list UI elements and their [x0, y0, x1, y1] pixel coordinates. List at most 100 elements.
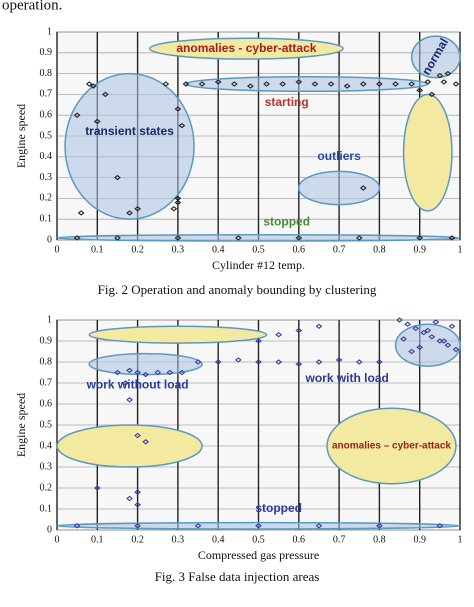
data-point	[114, 235, 121, 241]
data-point	[295, 79, 303, 85]
y-tick-label: 1	[47, 26, 52, 37]
data-point	[444, 70, 452, 77]
data-point	[134, 432, 141, 439]
data-point	[174, 106, 182, 112]
data-point	[279, 81, 287, 87]
x-tick-label: 0.8	[373, 244, 386, 255]
data-point	[343, 83, 351, 89]
data-point	[255, 523, 262, 529]
data-point	[392, 81, 399, 87]
x-tick-label: 0.4	[212, 244, 225, 255]
data-point	[134, 489, 141, 495]
cluster-ellipse	[394, 323, 461, 367]
y-tick-label: 0.7	[40, 377, 53, 388]
y-tick-label: 0.4	[40, 151, 53, 162]
y-tick-label: 0.5	[40, 419, 53, 430]
data-point	[295, 327, 303, 334]
data-point	[126, 495, 133, 502]
data-point	[440, 338, 448, 344]
y-tick-label: 0.6	[40, 109, 53, 120]
data-point	[154, 369, 162, 376]
x-tick-label: 0.7	[333, 244, 346, 255]
data-point	[247, 83, 254, 89]
data-point	[214, 79, 222, 85]
data-point	[448, 235, 456, 241]
data-point	[408, 348, 416, 355]
x-axis-label: Compressed gas pressure	[198, 548, 319, 562]
y-axis-label: Engine speed	[14, 393, 28, 457]
x-tick-label: 0	[55, 534, 60, 545]
y-tick-label: 0.3	[40, 461, 53, 472]
data-point	[166, 369, 174, 376]
y-axis-label: Engine speed	[14, 104, 28, 168]
x-tick-label: 0.3	[172, 244, 185, 255]
data-point	[436, 72, 444, 79]
data-point	[194, 523, 202, 529]
top-text: operation.	[2, 0, 62, 13]
x-tick-label: 0.5	[252, 244, 265, 255]
data-point	[315, 359, 323, 365]
data-point	[428, 334, 436, 340]
data-point	[73, 112, 81, 118]
data-point	[355, 235, 363, 241]
figure-caption: Fig. 3 False data injection areas	[155, 569, 320, 584]
data-point	[295, 361, 303, 367]
cluster-ellipse	[88, 325, 268, 344]
data-point	[134, 523, 141, 529]
data-point	[416, 344, 424, 351]
data-point	[376, 359, 383, 365]
data-point	[315, 523, 323, 529]
data-point	[335, 357, 343, 363]
data-point	[448, 323, 456, 330]
data-point	[404, 321, 411, 327]
data-point	[327, 81, 335, 87]
cluster-ellipse	[410, 35, 461, 79]
data-point	[142, 439, 150, 445]
cluster-ellipse	[185, 75, 429, 93]
data-point	[311, 81, 319, 87]
annotation: transient states	[85, 124, 174, 138]
x-tick-label: 0.9	[413, 244, 426, 255]
cluster-ellipse	[56, 424, 203, 468]
data-point	[315, 323, 323, 330]
data-point	[162, 81, 170, 87]
data-point	[263, 81, 270, 87]
y-tick-label: 0.6	[40, 398, 53, 409]
data-point	[73, 235, 81, 241]
data-point	[85, 81, 93, 87]
x-tick-label: 0.6	[293, 244, 306, 255]
data-point	[420, 329, 428, 336]
y-tick-label: 0.8	[40, 356, 53, 367]
x-tick-label: 0.8	[373, 534, 386, 545]
data-point	[134, 206, 141, 212]
y-tick-label: 0.1	[40, 213, 53, 224]
annotation: anomalies – cyber-attack	[332, 441, 451, 452]
data-point	[416, 235, 424, 241]
y-tick-label: 0	[47, 234, 52, 245]
data-point	[408, 81, 416, 87]
y-tick-label: 0	[47, 524, 52, 535]
data-point	[142, 371, 150, 378]
x-tick-label: 0.9	[413, 534, 426, 545]
data-point	[444, 342, 452, 348]
annotation: outliers	[317, 149, 361, 163]
data-point	[376, 523, 383, 529]
data-point	[396, 317, 403, 323]
data-point	[416, 87, 424, 93]
data-point	[234, 357, 242, 363]
annotation: stopped	[255, 501, 302, 515]
data-point	[194, 359, 202, 365]
y-tick-label: 0.4	[40, 440, 53, 451]
annotation: anomalies - cyber-attack	[176, 41, 316, 55]
data-point	[114, 174, 121, 181]
x-tick-label: 0	[55, 244, 60, 255]
data-point	[400, 336, 407, 342]
data-point	[355, 359, 363, 365]
data-point	[230, 81, 238, 87]
data-point	[178, 369, 186, 376]
data-point	[359, 81, 367, 87]
data-point	[174, 235, 182, 241]
data-point	[126, 367, 133, 374]
x-tick-label: 0.2	[131, 244, 144, 255]
